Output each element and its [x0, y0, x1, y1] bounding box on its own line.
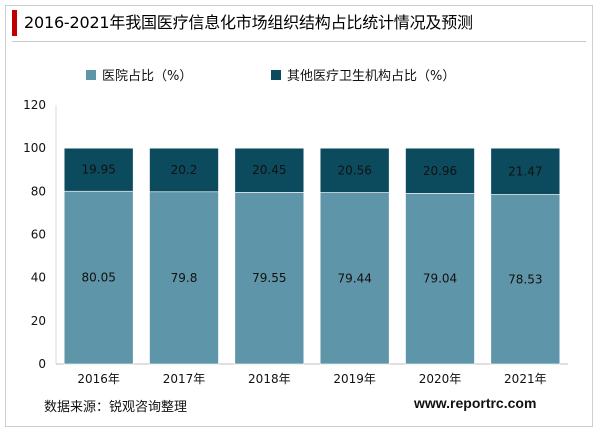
y-tick-label: 80: [31, 184, 46, 198]
legend-swatch-other: [271, 70, 281, 80]
legend: 医院占比（%） 其他医疗卫生机构占比（%）: [86, 69, 455, 84]
legend-swatch-hospital: [86, 70, 96, 80]
data-source-note: 数据来源：锐观咨询整理: [44, 400, 188, 415]
data-label-other: 21.47: [508, 164, 542, 178]
bars: 80.05 19.95 79.8 20.2 79.55 20.45 79.44 20.56 79…: [63, 147, 561, 365]
x-axis-ticks: 2016年 2017年 2018年 2019年 2020年 2021年: [77, 372, 546, 386]
x-tick-label: 2016年: [77, 372, 120, 386]
bar-segment-other: [490, 147, 561, 195]
bar-segment-hospital: [63, 190, 134, 365]
website-watermark: www.reportrc.com: [414, 395, 537, 411]
data-label-hospital: 79.8: [171, 271, 198, 285]
data-label-hospital: 79.55: [252, 271, 286, 285]
chart-title: 2016-2021年我国医疗信息化市场组织结构占比统计情况及预测: [24, 13, 473, 32]
data-label-other: 20.45: [252, 163, 286, 177]
bar-segment-hospital: [234, 192, 305, 365]
x-tick-label: 2018年: [248, 372, 291, 386]
bar-segment-hospital: [319, 192, 390, 365]
y-tick-label: 60: [31, 228, 46, 242]
data-label-hospital: 78.53: [508, 272, 542, 286]
legend-label-hospital: 医院占比（%）: [102, 69, 192, 84]
data-label-hospital: 79.44: [337, 271, 371, 285]
bar-segment-other: [149, 147, 219, 193]
y-tick-label: 0: [38, 357, 46, 371]
x-tick-label: 2021年: [504, 372, 547, 386]
title-divider: [12, 41, 586, 42]
data-label-hospital: 79.04: [423, 272, 457, 286]
data-label-other: 19.95: [81, 163, 115, 177]
bar-segment-other: [405, 147, 475, 194]
chart-frame: [5, 5, 593, 427]
y-tick-label: 100: [23, 141, 46, 155]
y-tick-label: 40: [31, 271, 46, 285]
bar-segment-hospital: [149, 191, 219, 365]
bar-segment-hospital: [405, 193, 475, 365]
legend-label-other: 其他医疗卫生机构占比（%）: [287, 69, 455, 84]
y-tick-label: 120: [23, 98, 46, 112]
y-axis-ticks: 0 20 40 60 80 100 120: [23, 98, 46, 371]
data-label-other: 20.96: [423, 164, 457, 178]
bar-segment-other: [319, 147, 390, 193]
data-label-other: 20.56: [337, 163, 371, 177]
x-tick-label: 2019年: [333, 372, 376, 386]
x-tick-label: 2020年: [419, 372, 462, 386]
bar-segment-other: [234, 147, 305, 193]
data-label-other: 20.2: [171, 163, 198, 177]
title-accent-bar: [12, 10, 17, 36]
bar-segment-other: [63, 147, 134, 192]
bar-segment-hospital: [490, 194, 561, 365]
y-tick-label: 20: [31, 314, 46, 328]
data-label-hospital: 80.05: [81, 271, 115, 285]
x-tick-label: 2017年: [163, 372, 206, 386]
